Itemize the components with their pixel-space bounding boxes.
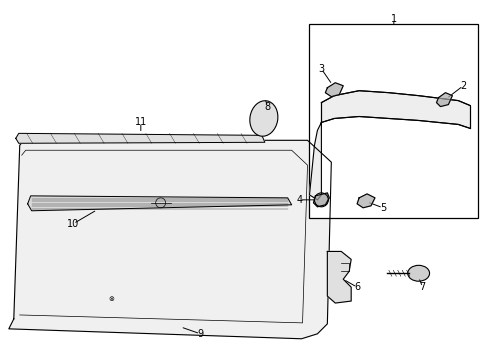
Ellipse shape: [407, 265, 428, 281]
Text: ⊗: ⊗: [108, 296, 114, 302]
Polygon shape: [9, 140, 331, 339]
Ellipse shape: [249, 101, 277, 136]
Polygon shape: [16, 133, 264, 143]
Polygon shape: [321, 91, 469, 129]
Polygon shape: [28, 196, 291, 211]
Polygon shape: [325, 83, 343, 96]
Polygon shape: [356, 194, 374, 208]
Polygon shape: [436, 93, 451, 107]
Text: 11: 11: [134, 117, 146, 127]
Text: 4: 4: [296, 195, 302, 205]
Text: 1: 1: [390, 14, 396, 24]
Text: 8: 8: [264, 102, 270, 112]
Bar: [309, 24, 477, 218]
Text: 7: 7: [419, 282, 425, 292]
Text: 3: 3: [318, 64, 324, 74]
Text: 2: 2: [459, 81, 466, 91]
Text: 10: 10: [67, 219, 79, 229]
Text: 5: 5: [379, 203, 385, 213]
Polygon shape: [326, 251, 350, 303]
Text: 9: 9: [197, 329, 203, 339]
Polygon shape: [313, 193, 328, 207]
Polygon shape: [309, 122, 321, 200]
Text: 6: 6: [353, 282, 360, 292]
